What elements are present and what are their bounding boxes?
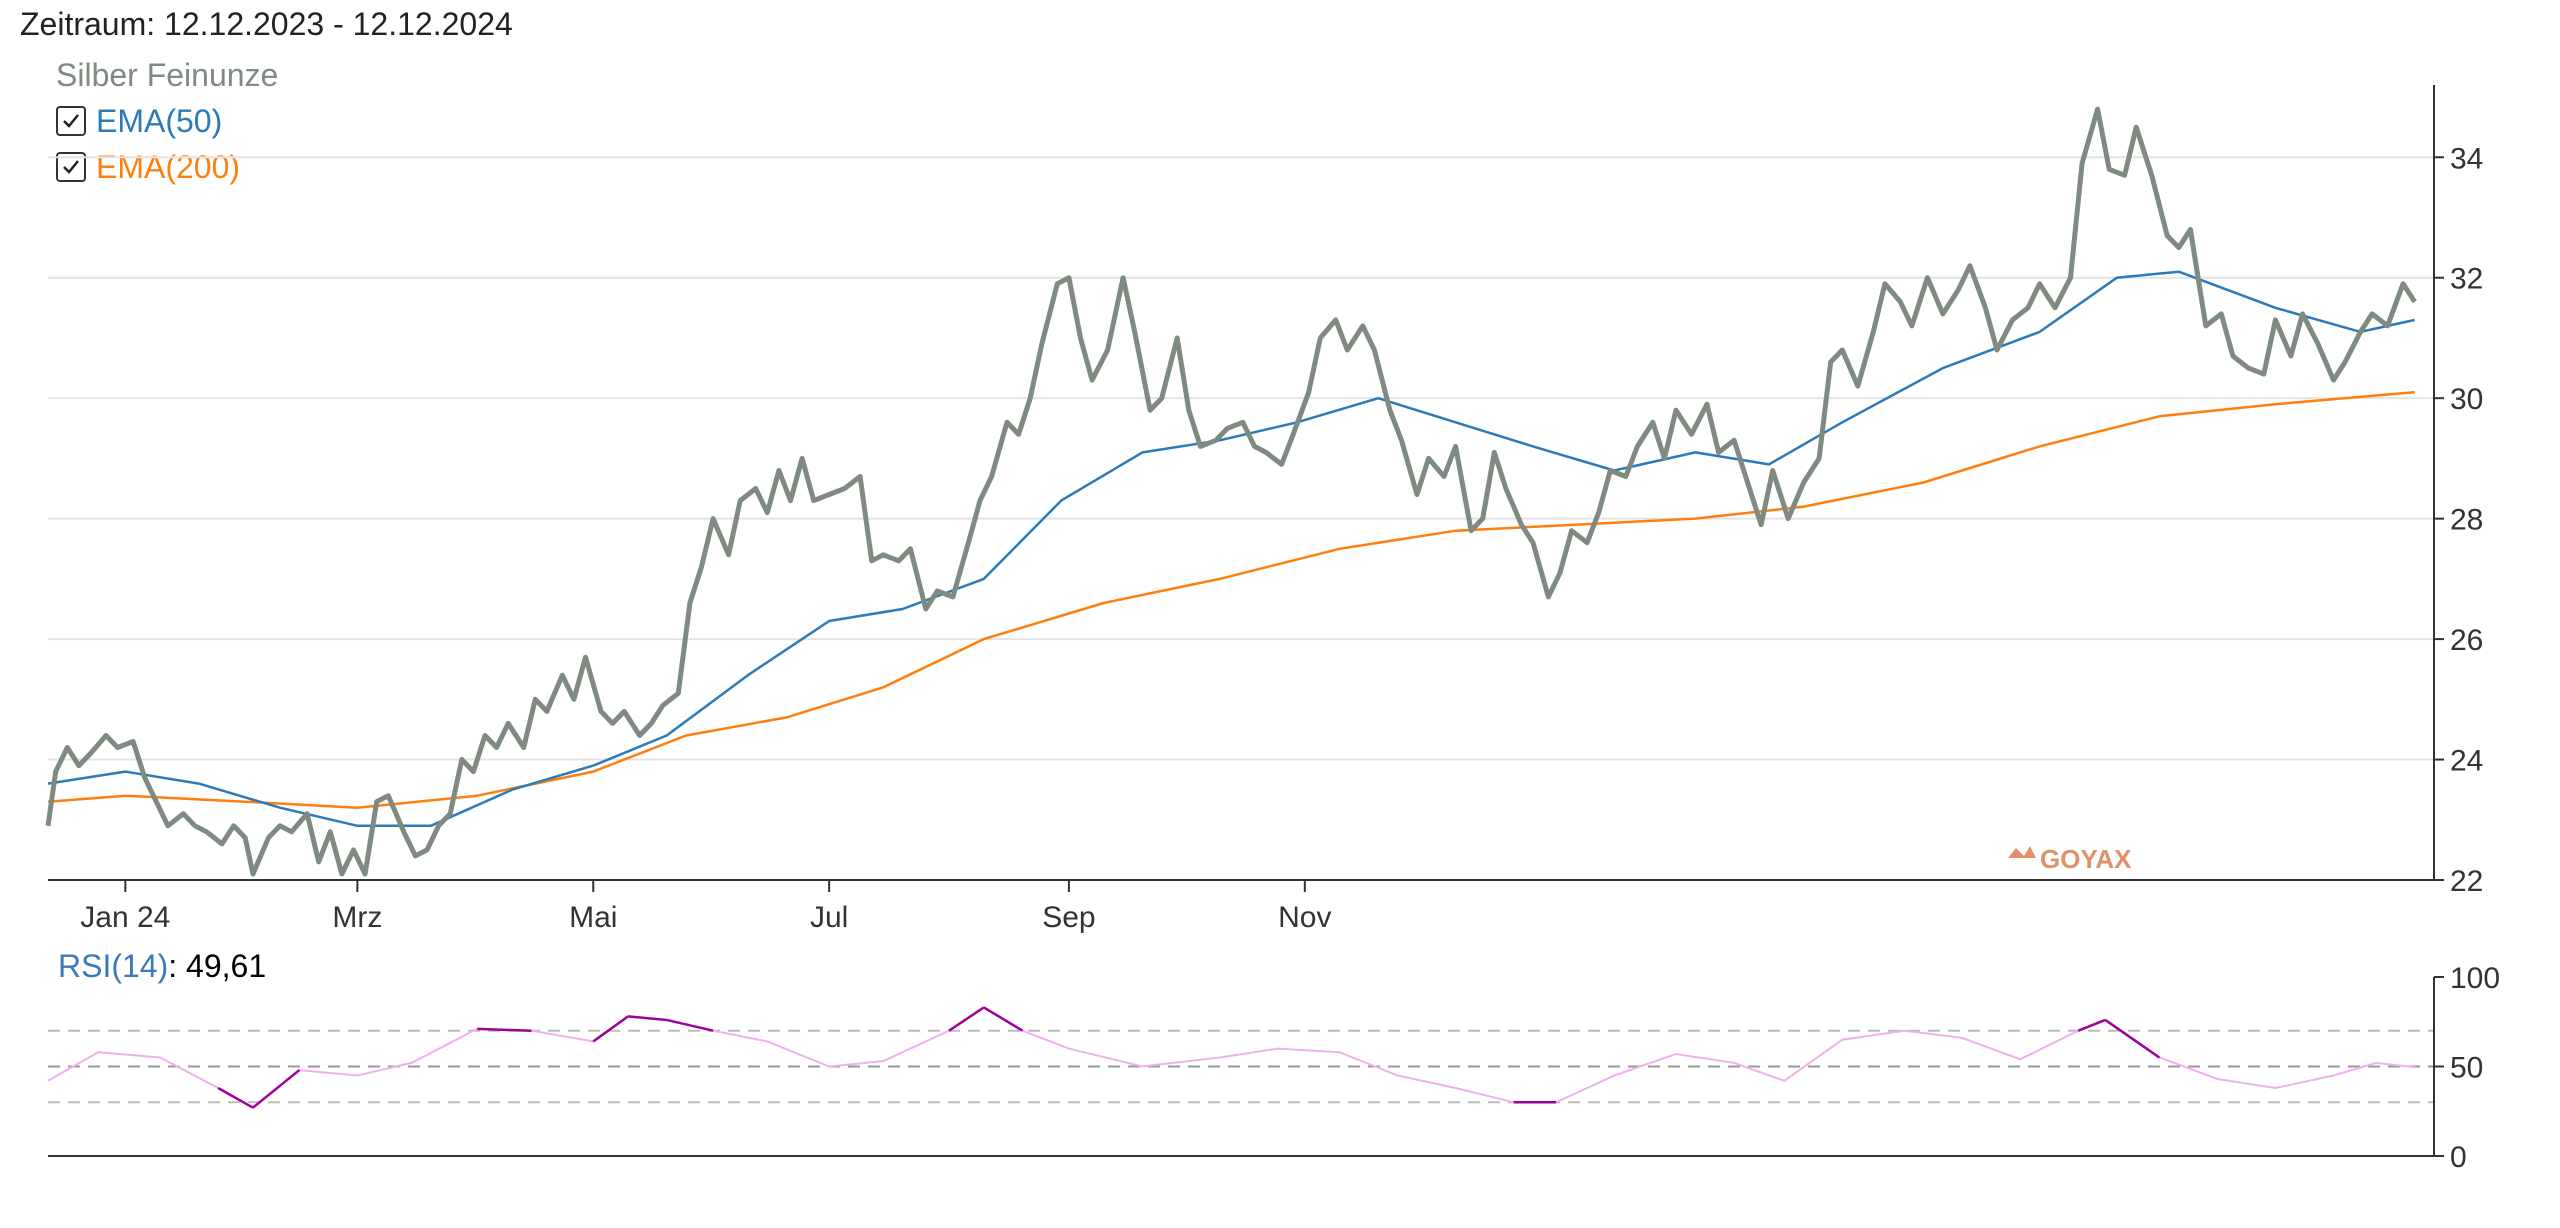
checkbox-ema50[interactable] (56, 106, 86, 136)
goyax-watermark: GOYAX (2008, 844, 2132, 874)
y-tick-label: 26 (2450, 624, 2483, 657)
y-tick-label: 30 (2450, 383, 2483, 416)
y-tick-label: 34 (2450, 142, 2483, 175)
legend-label-ema50: EMA(50) (96, 102, 223, 139)
series-line-silber-feinunze (45, 106, 2417, 877)
period-label: Zeitraum: 12.12.2023 - 12.12.2024 (20, 6, 513, 42)
legend-item-ema50[interactable]: EMA(50) (56, 98, 278, 144)
rsi-extreme-segment (252, 1069, 301, 1109)
rsi-extreme-segment (2077, 1018, 2106, 1032)
rsi-extreme-segment (217, 1086, 254, 1109)
watermark-text: GOYAX (2040, 844, 2132, 874)
y-tick-label: 22 (2450, 865, 2483, 898)
main-grid (48, 156, 2434, 761)
rsi-extreme-segment (592, 1015, 629, 1043)
rsi-value: 49,61 (186, 948, 267, 984)
rsi-axes: 0 50 100 (48, 962, 2500, 1174)
rsi-extreme-segment (627, 1015, 667, 1022)
x-tick-label: Nov (1278, 901, 1331, 934)
y-tick-label: 28 (2450, 504, 2483, 537)
x-tick-label: Jan 24 (80, 901, 170, 934)
rsi-extreme-segment (666, 1018, 714, 1032)
x-tick-label: Mai (569, 901, 617, 934)
checkmark-icon (63, 114, 79, 128)
rsi-name: RSI(14) (58, 948, 169, 984)
rsi-grid (48, 1029, 2434, 1104)
legend-series-title: Silber Feinunze (56, 52, 278, 98)
main-axes: 22 24 26 28 30 32 34 Jan 24 Mrz Mai Jul Sep Nov (48, 85, 2483, 934)
rsi-y-tick-label: 100 (2450, 962, 2500, 995)
y-tick-label: 24 (2450, 745, 2483, 778)
rsi-series (47, 1006, 2415, 1109)
rsi-y-tick-label: 0 (2450, 1141, 2467, 1174)
series-line-ema-50- (47, 270, 2415, 828)
rsi-extreme-segment (2104, 1018, 2161, 1059)
series-line-ema-200- (47, 390, 2415, 809)
series-title: Silber Feinunze (56, 56, 279, 93)
x-tick-label: Sep (1042, 901, 1095, 934)
rsi-label: RSI(14): 49,61 (58, 948, 267, 984)
rsi-extreme-segment (477, 1027, 532, 1032)
x-tick-label: Jul (810, 901, 848, 934)
x-tick-label: Mrz (332, 901, 382, 934)
bull-icon (2008, 846, 2036, 858)
main-series (45, 106, 2417, 877)
rsi-extreme-segment (948, 1006, 985, 1032)
y-tick-label: 32 (2450, 263, 2483, 296)
legend: Silber Feinunze EMA(50) EMA(200) (56, 52, 278, 190)
legend-label-ema200: EMA(200) (96, 148, 241, 185)
rsi-line (47, 1006, 2415, 1109)
checkmark-icon (63, 160, 79, 174)
rsi-y-tick-label: 50 (2450, 1052, 2483, 1085)
rsi-extreme-segment (983, 1006, 1024, 1032)
